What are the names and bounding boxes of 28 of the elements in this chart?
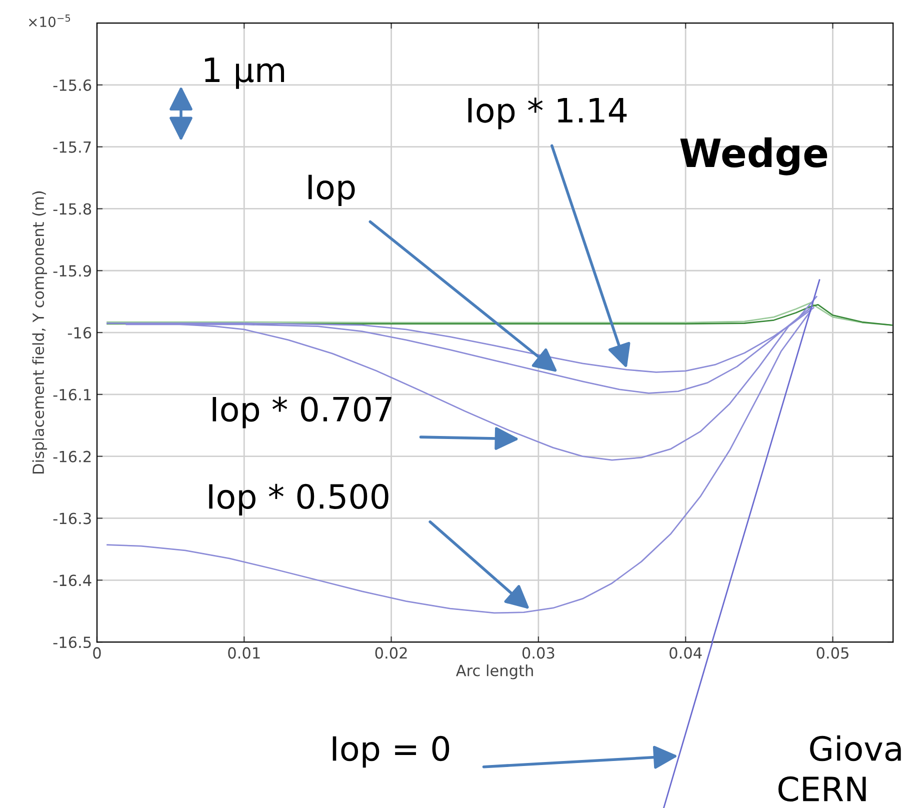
annotation: 1 μm (205, 58, 284, 89)
annotation: Wedge (680, 137, 828, 176)
x-tick-label: 0.03 (522, 647, 554, 659)
y-tick-label: -16.5 (53, 636, 91, 648)
y-tick-label: -16.1 (53, 388, 91, 400)
text: CERN (778, 776, 866, 802)
x-tick-label: 0.01 (228, 647, 260, 659)
y-tick-label: -15.8 (53, 203, 92, 215)
text: ×10$^{−5}$ (28, 14, 70, 28)
x-tick-label: 0 (93, 647, 101, 659)
annotation: Iop * 0.707 (212, 396, 392, 428)
y-tick-label: -16.4 (53, 574, 92, 586)
text: Giova (810, 735, 901, 762)
annotation: Iop (308, 174, 355, 206)
y-axis-title: Displacement field, Y component (m) (32, 191, 48, 474)
y-tick-label: -15.6 (53, 79, 92, 91)
annotation: Iop * 0.500 (209, 484, 388, 516)
x-tick-label: 0.05 (816, 647, 848, 659)
x-tick-label: 0.04 (670, 647, 702, 659)
y-tick-label: -15.7 (53, 141, 91, 153)
y-tick-label: -16.3 (53, 512, 91, 524)
x-tick-label: 0.02 (375, 647, 407, 659)
y-tick-label: -16.2 (53, 450, 91, 462)
annotation: Iop * 1.14 (468, 98, 627, 130)
text: Iop = 0 (332, 736, 450, 768)
y-tick-label: -15.9 (53, 265, 92, 277)
y-tick-label: -16 (68, 327, 92, 339)
x-axis-title: Arc length (456, 664, 533, 680)
